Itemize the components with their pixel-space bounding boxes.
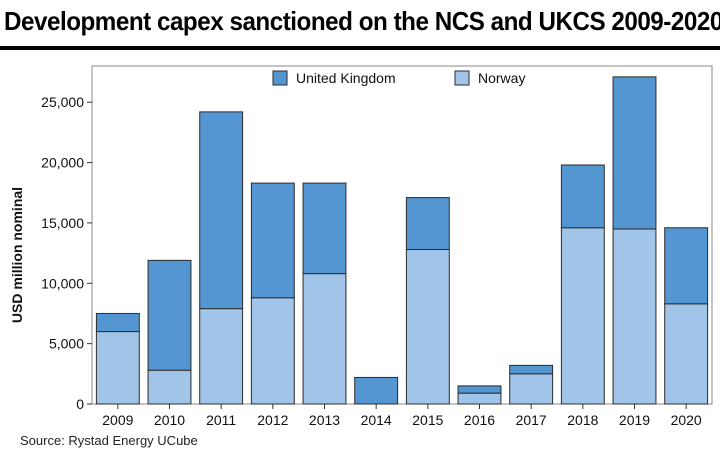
bar-united-kingdom-2010: [147, 259, 192, 371]
chart-title: Development capex sanctioned on the NCS …: [4, 6, 720, 36]
legend-label-norway: Norway: [478, 70, 525, 86]
x-tick-label: 2011: [206, 412, 236, 428]
bar-united-kingdom-2013: [302, 182, 347, 275]
bar-norway-2020: [664, 303, 709, 405]
x-tick-label: 2020: [671, 412, 702, 428]
legend-label-united-kingdom: United Kingdom: [296, 70, 396, 86]
bar-norway-2009: [95, 331, 140, 405]
bar-united-kingdom-2009: [95, 312, 140, 333]
x-tick-label: 2016: [464, 412, 495, 428]
y-tick-label: 25,000: [41, 94, 84, 110]
bar-norway-2019: [612, 228, 657, 405]
bar-norway-2018: [560, 227, 605, 405]
y-axis-label: USD million nominal: [9, 187, 25, 323]
y-tick-label: 10,000: [41, 275, 84, 291]
x-tick-label: 2017: [516, 412, 547, 428]
plot-frame: [91, 65, 713, 405]
bar-united-kingdom-2019: [612, 76, 657, 230]
bar-united-kingdom-2012: [250, 182, 295, 299]
source-note: Source: Rystad Energy UCube: [20, 433, 198, 448]
x-tick-label: 2019: [619, 412, 650, 428]
legend-swatch-united-kingdom: [272, 70, 288, 86]
bar-norway-2010: [147, 369, 192, 405]
x-tick-label: 2013: [309, 412, 340, 428]
y-tick-label: 15,000: [41, 215, 84, 231]
x-tick-label: 2015: [412, 412, 443, 428]
bar-norway-2011: [199, 308, 244, 405]
x-tick-label: 2012: [257, 412, 288, 428]
bar-united-kingdom-2017: [509, 364, 554, 375]
bar-united-kingdom-2014: [354, 376, 399, 405]
chart-canvas: 0 5,000 10,000 15,000 20,000 25,000 2009 2010 20…: [9, 65, 713, 428]
bar-norway-2016: [457, 392, 502, 405]
y-tick-label: 20,000: [41, 155, 84, 171]
x-tick-label: 2010: [154, 412, 185, 428]
legend-swatch-norway: [454, 70, 470, 86]
bar-united-kingdom-2011: [199, 111, 244, 310]
bar-united-kingdom-2018: [560, 164, 605, 229]
bar-united-kingdom-2015: [405, 197, 450, 250]
chart-bars: [95, 76, 709, 405]
x-tick-label: 2009: [102, 412, 133, 428]
title-bar: Development capex sanctioned on the NCS …: [0, 0, 720, 50]
x-tick-label: 2014: [361, 412, 392, 428]
bar-united-kingdom-2020: [664, 227, 709, 305]
y-tick-label: 0: [76, 396, 84, 412]
chart-axes: 0 5,000 10,000 15,000 20,000 25,000 2009 2010 20…: [41, 65, 713, 428]
bar-norway-2015: [405, 248, 450, 405]
bar-norway-2017: [509, 373, 554, 405]
x-tick-label: 2018: [567, 412, 598, 428]
y-tick-label: 5,000: [49, 336, 84, 352]
bar-norway-2012: [250, 297, 295, 405]
bar-united-kingdom-2016: [457, 385, 502, 394]
bar-norway-2013: [302, 273, 347, 405]
chart-legend: United Kingdom Norway: [272, 70, 525, 86]
